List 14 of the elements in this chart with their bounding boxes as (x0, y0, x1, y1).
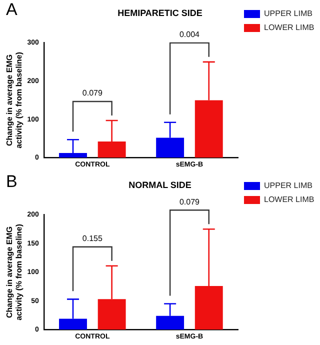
chart-title: HEMIPARETIC SIDE (118, 8, 202, 18)
legend-label: UPPER LIMB (264, 181, 312, 190)
annotation: 0.079 (82, 88, 103, 98)
text: A (6, 0, 18, 20)
chart-title: NORMAL SIDE (128, 180, 192, 190)
text: 0.079 (179, 197, 200, 206)
annotation: 0.155 (82, 234, 103, 244)
legend-label: LOWER LIMB (264, 195, 314, 204)
y-axis-title: Change in average EMG activity (% from baseline) (5, 224, 24, 320)
text: 0.004 (179, 30, 200, 40)
legend-label: UPPER LIMB (264, 9, 312, 18)
y-axis-title: Change in average EMG activity (% from baseline) (5, 52, 24, 148)
legend-label: LOWER LIMB (264, 23, 314, 32)
text: B (6, 172, 18, 192)
